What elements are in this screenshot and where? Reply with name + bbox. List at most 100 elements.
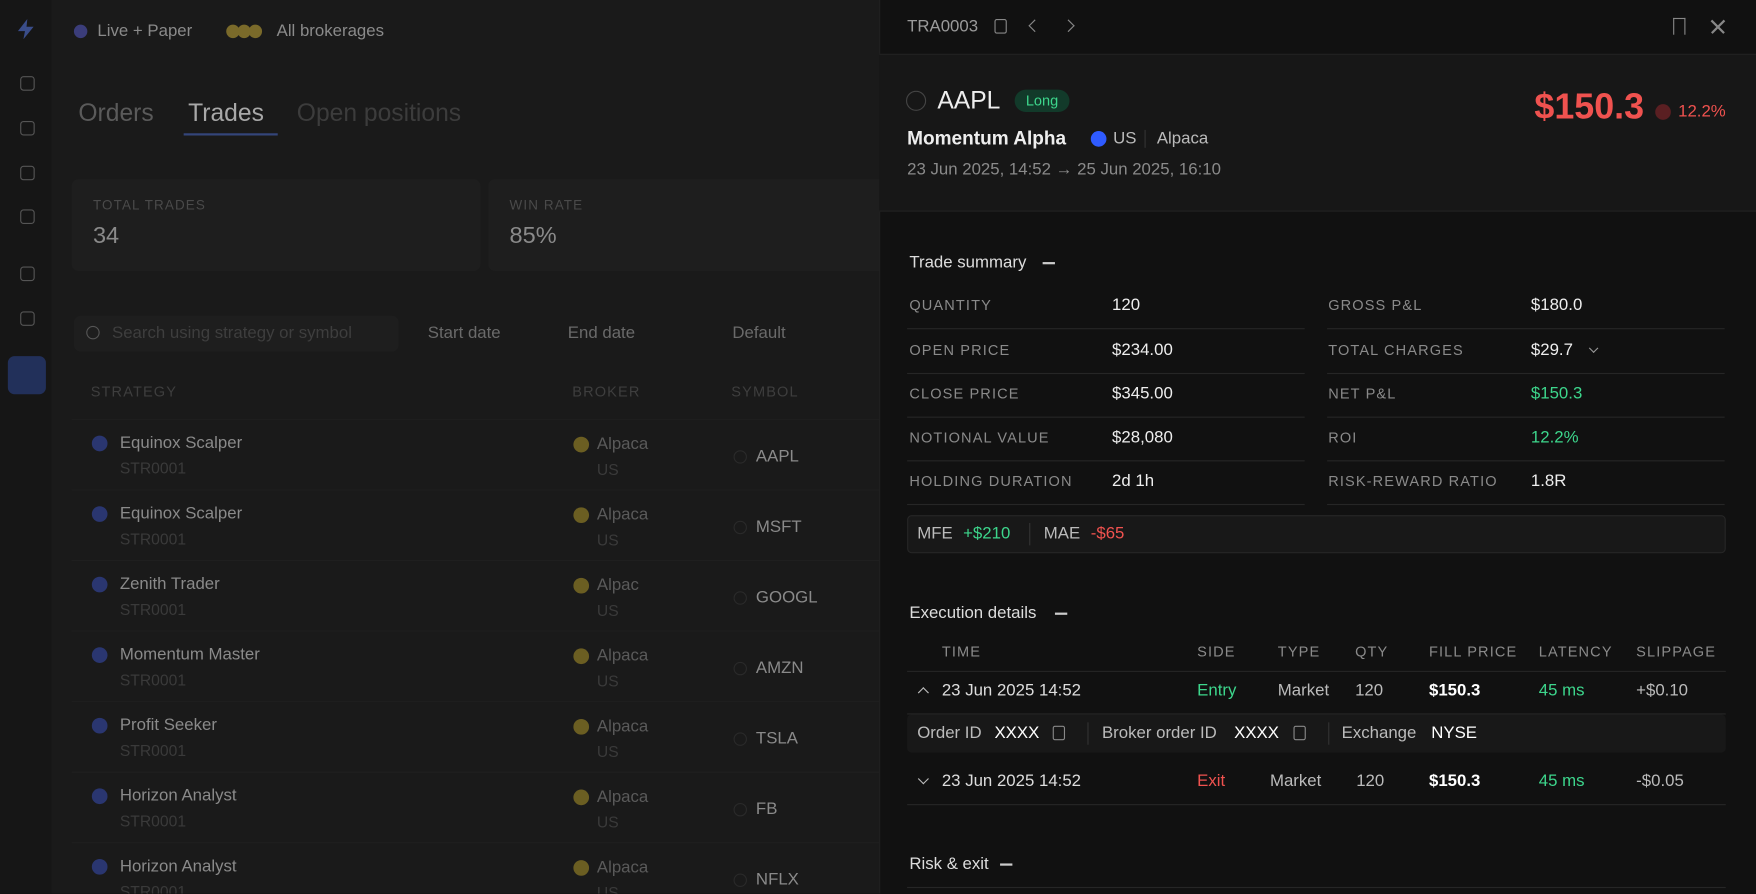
symbol: MSFT xyxy=(755,517,802,537)
broker-icon xyxy=(248,24,263,39)
mae-label: MAE xyxy=(1043,524,1081,544)
summary-label: GROSS P&L xyxy=(1328,296,1423,314)
account-dot xyxy=(73,24,88,39)
order-info-value: XXXX xyxy=(1234,723,1279,743)
collapse-icon[interactable] xyxy=(1000,863,1013,866)
divider xyxy=(907,503,1305,506)
execution-cell: 45 ms xyxy=(1538,680,1585,700)
side-badge: Long xyxy=(1014,89,1070,112)
table-row[interactable] xyxy=(71,489,880,560)
sort-button[interactable]: Default xyxy=(732,323,786,343)
summary-value: $28,080 xyxy=(1112,427,1173,447)
brokerage-switch[interactable]: All brokerages xyxy=(276,21,385,41)
trade-id: TRA0003 xyxy=(907,16,979,36)
strategy-id: STR0001 xyxy=(119,811,187,830)
table-row[interactable] xyxy=(71,701,880,772)
execution-cell: +$0.10 xyxy=(1636,680,1689,700)
broker-region: US xyxy=(596,460,619,479)
strategy-id: STR0001 xyxy=(119,670,187,689)
broker-icon xyxy=(573,436,590,453)
strategy-name: Momentum Alpha xyxy=(907,127,1067,149)
summary-value: $180.0 xyxy=(1530,295,1583,315)
summary-label: ROI xyxy=(1328,428,1358,446)
strategy-name: Horizon Analyst xyxy=(119,786,237,806)
order-info-label: Exchange xyxy=(1341,723,1417,743)
net-pnl: $150.3 xyxy=(1534,86,1645,127)
strategy-dot xyxy=(91,435,108,452)
summary-value: $345.00 xyxy=(1112,384,1173,404)
broker-region: US xyxy=(596,813,619,831)
strategy-name: Equinox Scalper xyxy=(119,503,243,523)
copy-icon[interactable] xyxy=(994,19,1007,34)
tab[interactable]: Trades xyxy=(188,98,264,127)
copy-icon[interactable] xyxy=(1293,725,1306,741)
execution-cell: Market xyxy=(1277,680,1330,700)
table-row[interactable] xyxy=(71,559,880,631)
collapse-icon[interactable] xyxy=(1054,612,1068,615)
broker-icon xyxy=(573,718,590,735)
broker-name: Alpaca xyxy=(596,646,649,666)
broker-region: US xyxy=(596,671,619,690)
execution-cell: 45 ms xyxy=(1538,771,1585,791)
trade-period: 23 Jun 2025, 14:52 → 25 Jun 2025, 16:10 xyxy=(907,160,1221,180)
start-date-filter[interactable]: Start date xyxy=(427,323,501,343)
section-title[interactable]: Trade summary xyxy=(909,253,1027,273)
bookmark-button[interactable] xyxy=(1673,17,1686,35)
account-switch[interactable]: Live + Paper xyxy=(97,21,193,41)
section-title[interactable]: Execution details xyxy=(909,603,1037,623)
execution-cell: 23 Jun 2025 14:52 xyxy=(941,771,1082,791)
table-row[interactable] xyxy=(71,630,880,702)
table-row[interactable] xyxy=(71,418,880,490)
column-header: BROKER xyxy=(572,383,641,400)
broker-region: US xyxy=(596,742,619,761)
sidebar-icon[interactable] xyxy=(20,266,35,282)
broker-icon xyxy=(573,648,590,665)
execution-cell: 120 xyxy=(1356,771,1385,791)
symbol: AMZN xyxy=(755,658,804,678)
sidebar-icon[interactable] xyxy=(20,209,35,224)
strategy-id: STR0001 xyxy=(119,459,187,478)
column-header: FILL PRICE xyxy=(1428,642,1518,660)
strategy-dot xyxy=(91,647,108,663)
execution-cell: 120 xyxy=(1355,680,1384,700)
strategy-id: STR0001 xyxy=(119,600,187,619)
strategy-name: Profit Seeker xyxy=(119,715,217,735)
section-title[interactable]: Risk & exit xyxy=(909,854,989,874)
sidebar-add[interactable] xyxy=(7,356,46,395)
table-row[interactable] xyxy=(71,842,880,894)
divider xyxy=(1327,328,1725,330)
divider xyxy=(1144,129,1146,148)
search-box[interactable] xyxy=(73,315,399,352)
copy-icon[interactable] xyxy=(1052,725,1066,741)
tab-underline xyxy=(183,133,278,136)
symbol: FB xyxy=(755,799,778,819)
stat-card xyxy=(488,179,898,272)
sidebar-icon[interactable] xyxy=(20,165,35,181)
column-header: TYPE xyxy=(1277,642,1321,660)
sidebar-icon[interactable] xyxy=(20,120,35,136)
sidebar-icon[interactable] xyxy=(20,76,35,91)
sidebar-icon[interactable] xyxy=(20,311,35,326)
tab[interactable]: Orders xyxy=(78,98,154,127)
table-row[interactable] xyxy=(71,771,880,843)
symbol-icon xyxy=(733,802,747,817)
divider xyxy=(1087,722,1089,745)
stat-card xyxy=(71,179,481,272)
symbol-icon xyxy=(733,591,747,605)
broker-icon xyxy=(573,577,590,594)
broker-icon xyxy=(573,789,590,806)
summary-value: $29.7 xyxy=(1530,340,1573,360)
summary-label: QUANTITY xyxy=(909,296,992,314)
tab[interactable]: Open positions xyxy=(296,98,462,127)
broker-name: Alpaca xyxy=(596,787,649,807)
end-date-filter[interactable]: End date xyxy=(567,323,636,343)
collapse-icon[interactable] xyxy=(1042,262,1055,264)
strategy-id: STR0001 xyxy=(119,741,187,760)
summary-label: RISK-REWARD RATIO xyxy=(1328,472,1498,490)
symbol: GOOGL xyxy=(755,587,818,607)
column-header: STRATEGY xyxy=(90,383,178,400)
strategy-dot xyxy=(91,788,108,805)
strategy-name: Equinox Scalper xyxy=(119,433,243,453)
broker-icon xyxy=(573,507,590,523)
